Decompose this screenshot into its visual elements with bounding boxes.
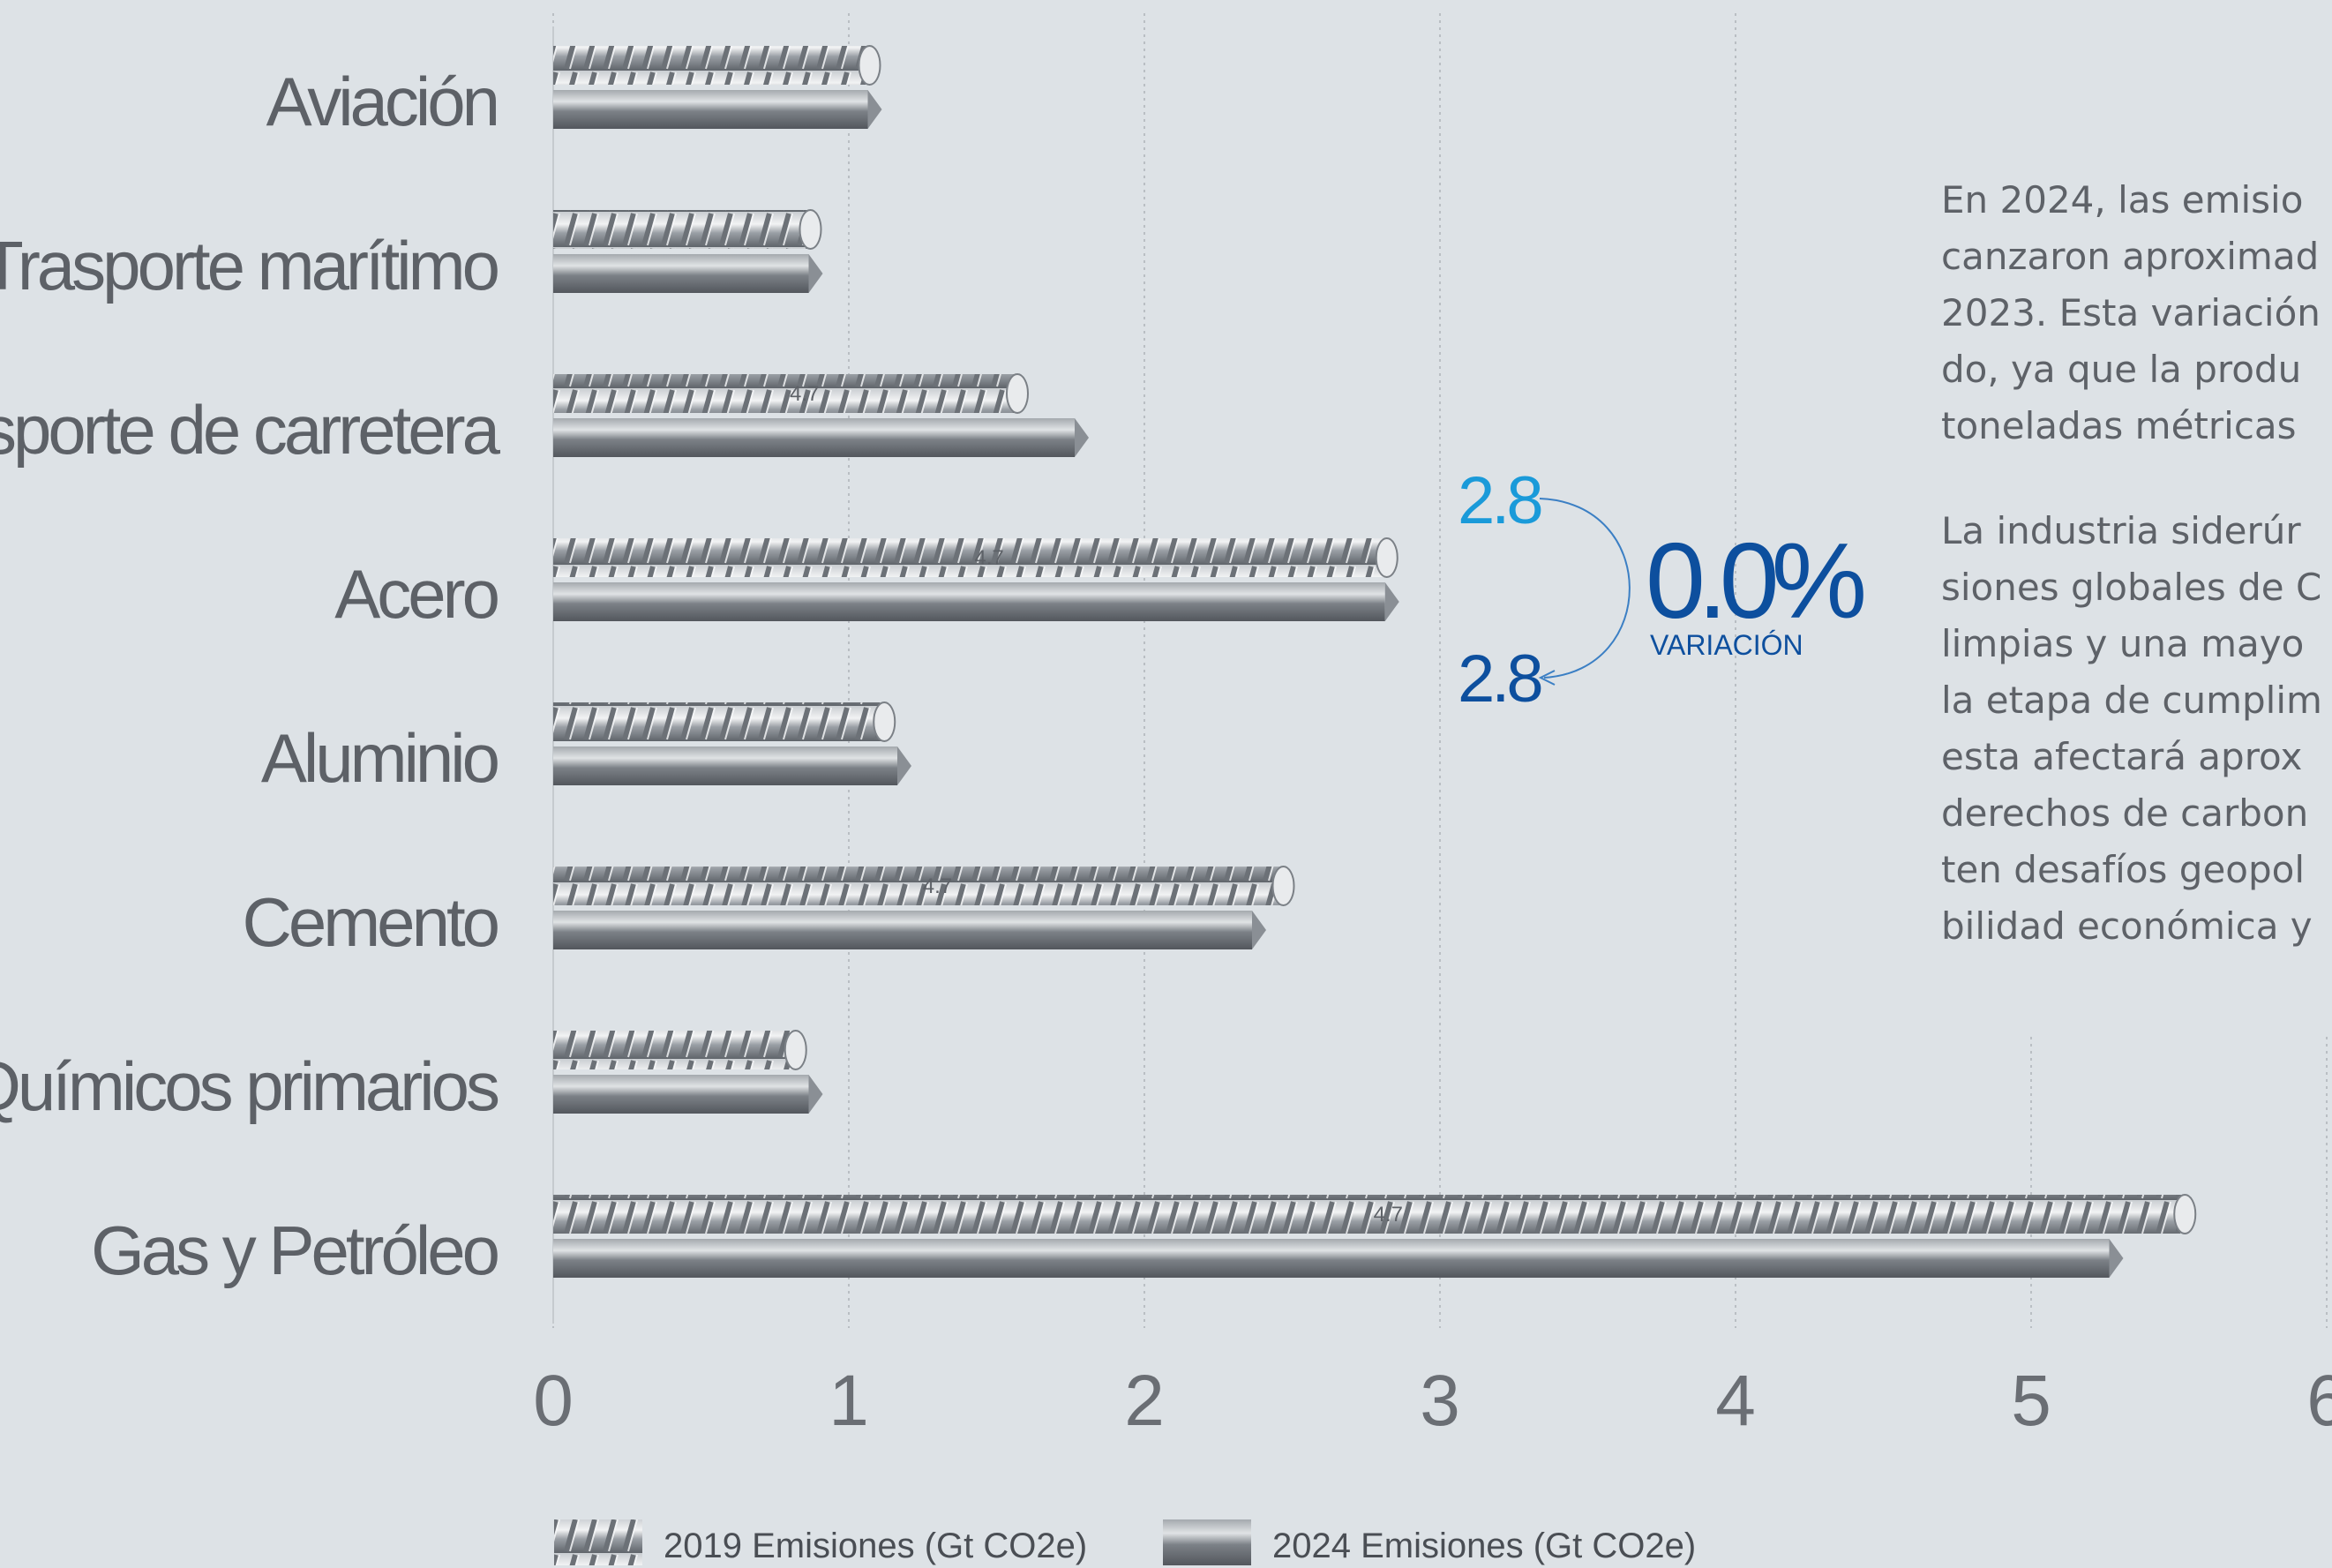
text-line: bilidad económica y bbox=[1941, 904, 2313, 948]
category-label: Acero bbox=[334, 555, 498, 633]
text-line: En 2024, las emisio bbox=[1941, 178, 2304, 221]
bar-2019 bbox=[553, 374, 1017, 413]
bar-2024-end bbox=[1252, 911, 1266, 949]
bar-2019-end bbox=[858, 45, 881, 86]
annotation-top-value: 2.8 bbox=[1458, 463, 1541, 538]
variation-annotation: 2.8 2.8 0.0% VARIACIÓN bbox=[1458, 463, 1872, 716]
category-labels: Aviación Trasporte marítimo Transporte de … bbox=[0, 63, 505, 1289]
bar-2024 bbox=[553, 254, 809, 293]
category-label: Gas y Petróleo bbox=[91, 1212, 499, 1289]
bar-2024 bbox=[553, 1075, 809, 1114]
annotation-bottom-value: 2.8 bbox=[1458, 641, 1541, 716]
annotation-label: VARIACIÓN bbox=[1650, 629, 1803, 661]
body-text: En 2024, las emisio canzaron aproximad 2… bbox=[1941, 172, 2332, 1003]
bar-marking: 4.7 bbox=[790, 382, 819, 406]
bar-2024 bbox=[553, 582, 1385, 621]
text-line: limpias y una mayo bbox=[1941, 622, 2305, 665]
bar-2019-end bbox=[1375, 537, 1398, 578]
bar-2024-end bbox=[808, 1075, 823, 1114]
text-line: do, ya que la produ bbox=[1941, 348, 2302, 391]
text-line: La industria siderúr bbox=[1941, 509, 2301, 552]
bar-marking: 4.7 bbox=[974, 546, 1003, 570]
x-tick-label: 5 bbox=[2011, 1361, 2051, 1441]
bar-2019 bbox=[553, 867, 1284, 905]
x-tick-label: 6 bbox=[2306, 1361, 2332, 1441]
category-label: Aviación bbox=[266, 63, 497, 140]
bar-2019 bbox=[553, 1195, 2186, 1234]
paragraph-1: En 2024, las emisio canzaron aproximad 2… bbox=[1941, 172, 2332, 454]
bar-2019-end bbox=[1006, 373, 1029, 414]
annotation-arc bbox=[1539, 498, 1631, 679]
bar-2019-end bbox=[873, 701, 896, 742]
bar-2024 bbox=[553, 1239, 2110, 1278]
category-label: Aluminio bbox=[261, 719, 499, 797]
x-tick-label: 4 bbox=[1715, 1361, 1756, 1441]
bar-2019 bbox=[553, 46, 870, 85]
x-tick-label: 3 bbox=[1420, 1361, 1460, 1441]
text-line: ten desafíos geopol bbox=[1941, 848, 2306, 891]
text-line: esta afectará aprox bbox=[1941, 735, 2303, 778]
text-line: toneladas métricas bbox=[1941, 404, 2297, 447]
legend-swatch-2019 bbox=[554, 1519, 642, 1565]
arrow-head-icon bbox=[1538, 670, 1556, 686]
bar-marking: 4.7 bbox=[923, 874, 952, 898]
bar-2024 bbox=[553, 90, 868, 129]
grid-lines bbox=[552, 13, 2328, 1328]
bar-2024 bbox=[553, 911, 1252, 949]
bar-2019 bbox=[553, 1031, 796, 1069]
bar-marking: 4.7 bbox=[1374, 1203, 1403, 1227]
annotation-percent: 0.0% bbox=[1646, 521, 1864, 641]
bar-2024-end bbox=[1384, 582, 1399, 621]
x-tick-label: 0 bbox=[533, 1361, 574, 1441]
x-tick-label: 1 bbox=[829, 1361, 869, 1441]
bar-2019-end bbox=[784, 1030, 807, 1070]
text-line: siones globales de C bbox=[1941, 566, 2322, 609]
category-label: Transporte de carretera bbox=[0, 391, 501, 469]
bar-2024-end bbox=[897, 746, 911, 785]
category-label: Trasporte marítimo bbox=[0, 227, 499, 304]
x-axis-ticks: 0 1 2 3 4 5 6 bbox=[533, 1361, 2332, 1441]
bar-2024 bbox=[553, 418, 1075, 457]
bar-2024-end bbox=[808, 254, 823, 293]
bar-2024 bbox=[553, 746, 897, 785]
bars: 4.7 4.7 4.7 4.7 bbox=[553, 45, 2197, 1278]
bar-2019-end bbox=[799, 209, 822, 250]
x-tick-label: 2 bbox=[1124, 1361, 1165, 1441]
bar-2019-end bbox=[1271, 866, 1295, 906]
bar-2019-end bbox=[2173, 1194, 2197, 1234]
legend-label-2024: 2024 Emisiones (Gt CO2e) bbox=[1272, 1527, 1696, 1565]
paragraph-2: La industria siderúr siones globales de … bbox=[1941, 503, 2332, 955]
legend-label-2019: 2019 Emisiones (Gt CO2e) bbox=[664, 1527, 1087, 1565]
legend-swatch-2024 bbox=[1163, 1519, 1251, 1565]
bar-2024-end bbox=[867, 90, 882, 129]
category-label: Químicos primarios bbox=[0, 1047, 499, 1125]
category-label: Cemento bbox=[243, 883, 499, 961]
bar-2024-end bbox=[2109, 1239, 2124, 1278]
bar-2019 bbox=[553, 210, 811, 249]
text-line: derechos de carbon bbox=[1941, 792, 2309, 835]
bar-2019 bbox=[553, 702, 885, 741]
bar-2019 bbox=[553, 538, 1387, 577]
text-line: la etapa de cumplim bbox=[1941, 679, 2322, 722]
text-line: canzaron aproximad bbox=[1941, 235, 2320, 278]
legend: 2019 Emisiones (Gt CO2e) 2024 Emisiones … bbox=[554, 1519, 1696, 1565]
bar-2024-end bbox=[1075, 418, 1089, 457]
text-line: 2023. Esta variación bbox=[1941, 291, 2321, 334]
